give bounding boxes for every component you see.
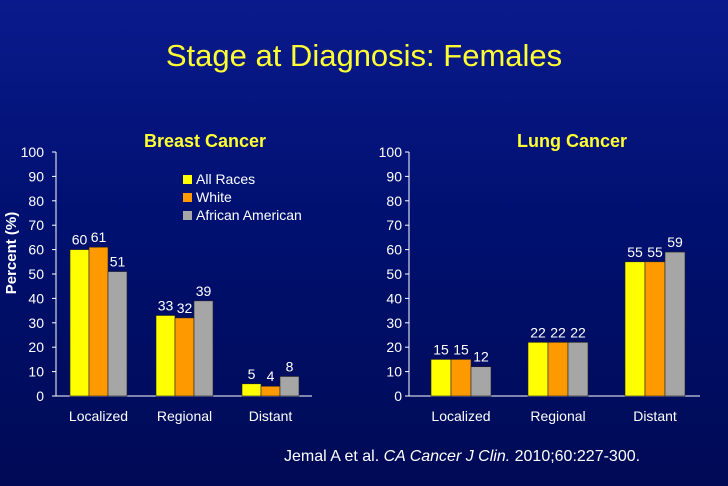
lung-bar (644, 261, 666, 397)
lung-bar (547, 342, 569, 397)
breast-bar (241, 383, 262, 397)
breast-cancer-chart: Breast Cancer Percent (%) 0 10 20 30 40 50 60 7… (3, 131, 312, 424)
breast-y-tick-label: 10 (28, 364, 44, 380)
breast-data-label: 61 (91, 229, 107, 245)
citation-volume: 2010;60:227-300. (510, 448, 641, 465)
breast-y-tick-label: 30 (28, 315, 44, 331)
breast-data-label: 4 (267, 368, 275, 384)
breast-data-label: 39 (196, 283, 212, 299)
lung-data-label: 22 (570, 324, 586, 340)
lung-y-tick-label: 30 (386, 315, 402, 331)
breast-legend-swatch (183, 175, 192, 184)
lung-data-label: 12 (473, 349, 489, 365)
breast-chart-title: Breast Cancer (144, 131, 266, 151)
breast-legend-swatch (183, 193, 192, 202)
breast-legend-swatch (183, 211, 192, 220)
lung-category-label: Localized (431, 408, 490, 424)
lung-y-tick-label: 90 (386, 168, 402, 184)
breast-y-tick-label: 50 (28, 266, 44, 282)
breast-category-label: Regional (157, 408, 212, 424)
breast-bar (107, 271, 128, 397)
lung-bar (470, 366, 492, 397)
breast-bar (174, 317, 195, 397)
lung-category-label: Regional (530, 408, 585, 424)
breast-legend-label: African American (196, 207, 302, 223)
lung-y-tick-label: 40 (386, 290, 402, 306)
lung-data-label: 15 (433, 341, 449, 357)
lung-bar (430, 359, 452, 397)
y-axis-label: Percent (%) (3, 212, 20, 295)
citation-authors: Jemal A et al. (284, 448, 384, 465)
breast-category-label: Distant (249, 408, 293, 424)
lung-data-label: 55 (627, 244, 643, 260)
breast-legend-label: All Races (196, 171, 255, 187)
citation: Jemal A et al. CA Cancer J Clin. 2010;60… (284, 448, 640, 466)
lung-y-tick-label: 50 (386, 266, 402, 282)
breast-y-tick-label: 70 (28, 217, 44, 233)
breast-bar (88, 246, 109, 397)
lung-y-tick-label: 100 (379, 144, 403, 160)
breast-bar (155, 315, 176, 397)
breast-bar (193, 300, 214, 397)
lung-category-label: Distant (633, 408, 677, 424)
lung-bar (567, 342, 589, 397)
breast-y-tick-label: 0 (36, 388, 44, 404)
breast-y-tick-label: 20 (28, 339, 44, 355)
breast-bar (260, 385, 281, 397)
lung-y-tick-label: 60 (386, 242, 402, 258)
lung-data-label: 55 (647, 244, 663, 260)
breast-bar (279, 376, 300, 397)
citation-journal: CA Cancer J Clin. (383, 448, 511, 465)
lung-data-label: 59 (667, 234, 683, 250)
breast-data-label: 8 (286, 358, 294, 374)
lung-bar (624, 261, 646, 397)
lung-data-label: 22 (530, 324, 546, 340)
breast-data-label: 33 (158, 297, 174, 313)
breast-y-tick-label: 40 (28, 290, 44, 306)
breast-y-tick-label: 100 (21, 144, 45, 160)
lung-chart-title: Lung Cancer (517, 131, 627, 151)
breast-bar (69, 249, 90, 397)
breast-y-tick-label: 60 (28, 242, 44, 258)
breast-y-tick-label: 90 (28, 168, 44, 184)
lung-data-label: 22 (550, 324, 566, 340)
slide-title: Stage at Diagnosis: Females (165, 38, 563, 73)
lung-bar (527, 342, 549, 397)
lung-y-tick-label: 0 (394, 388, 402, 404)
breast-data-label: 5 (248, 366, 256, 382)
breast-data-label: 32 (177, 300, 193, 316)
lung-y-tick-label: 20 (386, 339, 402, 355)
lung-data-label: 15 (453, 341, 469, 357)
breast-data-label: 51 (110, 254, 126, 270)
breast-category-label: Localized (69, 408, 128, 424)
lung-y-tick-label: 80 (386, 193, 402, 209)
lung-bar (450, 359, 472, 397)
lung-bar (664, 251, 686, 397)
lung-y-tick-label: 10 (386, 364, 402, 380)
breast-data-label: 60 (72, 232, 88, 248)
lung-y-tick-label: 70 (386, 217, 402, 233)
breast-legend-label: White (196, 189, 232, 205)
breast-y-tick-label: 80 (28, 193, 44, 209)
